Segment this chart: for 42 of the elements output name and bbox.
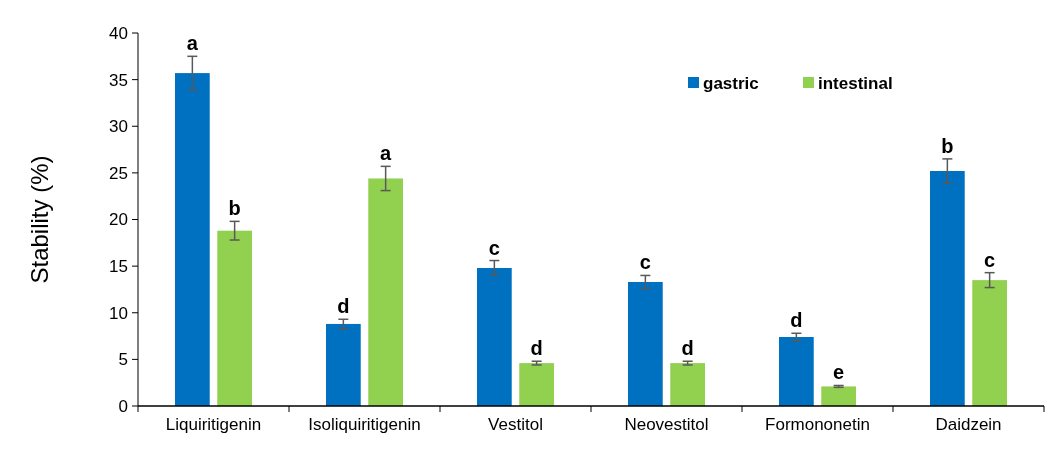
x-tick-label: Formononetin bbox=[765, 415, 870, 434]
x-tick-label: Liquiritigenin bbox=[165, 415, 262, 434]
bar bbox=[670, 363, 706, 406]
bar bbox=[477, 267, 512, 406]
annotation: b bbox=[228, 197, 241, 220]
y-tick-label: 0 bbox=[118, 396, 128, 416]
legend-label: gastric bbox=[703, 73, 759, 93]
annotation: d bbox=[681, 337, 694, 360]
annotation: d bbox=[530, 337, 543, 360]
annotation: d bbox=[790, 309, 803, 332]
y-tick-label: 30 bbox=[109, 117, 128, 137]
bar bbox=[326, 323, 361, 406]
x-tick-label: Isoliquiritigenin bbox=[308, 415, 421, 434]
y-tick-label: 20 bbox=[109, 210, 128, 230]
bar bbox=[779, 337, 814, 406]
bar bbox=[628, 281, 663, 406]
bar bbox=[368, 178, 404, 406]
legend-label: intestinal bbox=[818, 73, 893, 93]
bar bbox=[519, 363, 555, 406]
y-tick-label: 40 bbox=[109, 23, 128, 43]
bar bbox=[930, 171, 965, 406]
annotation: c bbox=[488, 236, 500, 259]
annotation: a bbox=[186, 32, 199, 55]
x-tick-label: Vestitol bbox=[488, 415, 543, 434]
annotation: c bbox=[639, 251, 651, 274]
annotation: c bbox=[984, 248, 996, 271]
y-axis-title: Stability (%) bbox=[26, 155, 53, 284]
bar bbox=[175, 73, 210, 406]
bar bbox=[821, 386, 857, 406]
annotation: d bbox=[337, 295, 350, 318]
x-tick-label: Neovestitol bbox=[624, 415, 709, 434]
y-tick-label: 25 bbox=[109, 163, 128, 183]
bar bbox=[217, 230, 253, 406]
annotation: e bbox=[833, 361, 845, 384]
y-tick-label: 10 bbox=[109, 303, 128, 323]
annotation: a bbox=[380, 142, 393, 165]
bar bbox=[972, 280, 1008, 406]
y-tick-label: 15 bbox=[109, 257, 128, 277]
x-tick-label: Daidzein bbox=[935, 415, 1002, 434]
annotation: b bbox=[941, 134, 954, 157]
y-tick-label: 35 bbox=[109, 70, 128, 90]
y-tick-label: 5 bbox=[118, 350, 128, 370]
